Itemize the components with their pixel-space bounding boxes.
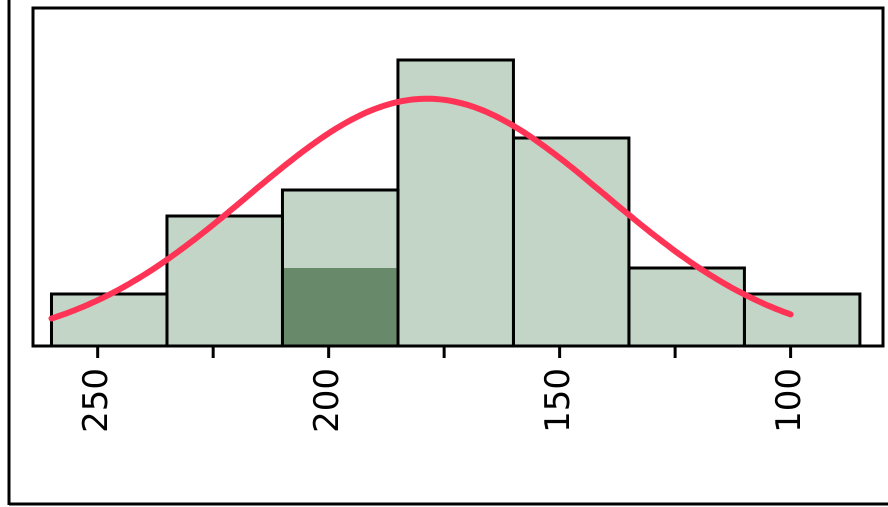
bar	[511, 136, 631, 348]
bar	[165, 214, 284, 348]
x-tick-label: 250	[76, 368, 116, 433]
plot-frame	[31, 6, 885, 348]
bar	[627, 266, 746, 348]
x-tick-label: 150	[538, 368, 578, 433]
bar	[49, 292, 169, 348]
normal-curve	[48, 95, 794, 322]
highlight-bar	[283, 268, 397, 345]
x-tick-label: 100	[769, 368, 809, 433]
x-tick-label: 200	[307, 368, 347, 433]
